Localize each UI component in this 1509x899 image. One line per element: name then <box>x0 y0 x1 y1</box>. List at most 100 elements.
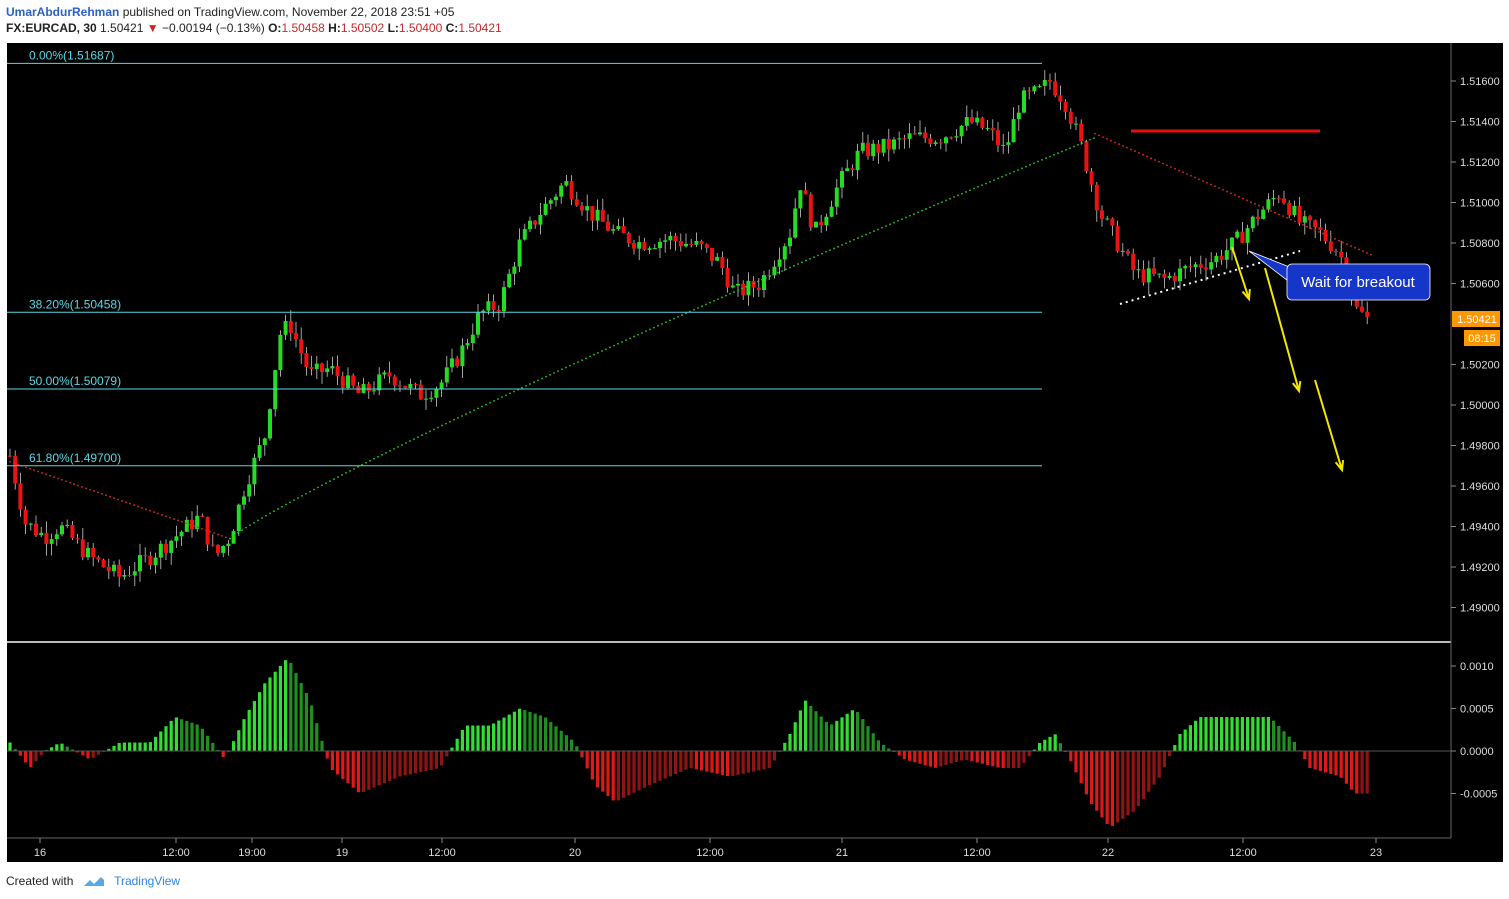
hist-bar-30 <box>164 726 168 751</box>
ma-green-dot <box>505 394 507 397</box>
hist-bar-160 <box>840 717 844 751</box>
candle-210 <box>1100 205 1104 227</box>
candle-body <box>538 214 543 225</box>
breakout-callout[interactable]: Wait for breakout <box>1248 250 1431 301</box>
hist-bar-53 <box>284 660 288 751</box>
ma-red-right-dot <box>1198 178 1200 181</box>
candle-body <box>1074 123 1078 125</box>
ma-red-left-dot <box>45 473 47 476</box>
candle-body <box>408 383 413 388</box>
candle-76 <box>403 385 408 389</box>
hist-bar-194 <box>1017 751 1021 768</box>
candle-body <box>860 142 865 151</box>
ma-red-left-dot <box>209 530 211 533</box>
ma-green-dot <box>317 486 319 489</box>
hist-bar-124 <box>653 751 657 783</box>
candle-body <box>28 523 33 525</box>
hist-bar-157 <box>824 721 828 751</box>
hist-bar-1 <box>13 749 17 751</box>
ma-green-dot <box>593 353 595 356</box>
candle-body <box>1089 171 1094 185</box>
ma-green-dot <box>913 213 915 215</box>
countdown-box <box>1464 330 1500 346</box>
candle-body <box>668 235 673 241</box>
ma-red-right-dot <box>1362 250 1364 253</box>
hist-bar-217 <box>1136 751 1140 806</box>
ma-red-right-dot <box>1114 141 1116 144</box>
ma-green-dot <box>677 315 679 318</box>
ma-green-dot <box>581 359 583 362</box>
candle-body <box>1339 251 1344 258</box>
candle-body <box>1001 144 1006 146</box>
candle-body <box>1224 250 1229 260</box>
ma-green-dot <box>629 337 631 340</box>
hist-bar-116 <box>611 751 615 801</box>
ma-green-dot <box>1029 164 1031 166</box>
ma-green-dot <box>401 444 403 446</box>
ma-green-dot <box>565 366 567 369</box>
ma-red-right-dot <box>1214 185 1216 188</box>
hist-bar-52 <box>278 665 282 751</box>
ma-green-dot <box>293 499 295 502</box>
hist-bar-151 <box>793 722 797 751</box>
ma-red-left-dot <box>121 499 123 502</box>
candle-body <box>616 226 621 230</box>
candle-body <box>1261 209 1266 219</box>
ma-green-dot <box>773 273 775 276</box>
candle-238 <box>1245 224 1250 255</box>
candle-59 <box>314 355 319 379</box>
hist-bar-118 <box>622 751 626 798</box>
hist-bar-178 <box>934 751 938 768</box>
candle-123 <box>647 246 652 254</box>
candle-80 <box>424 389 428 410</box>
ma-green-dot <box>825 251 827 253</box>
tradingview-link[interactable]: TradingView <box>114 874 181 888</box>
ma-red-left-dot <box>69 481 71 484</box>
ma-green-dot <box>973 187 975 190</box>
hist-bar-39 <box>211 742 215 751</box>
ma-red-left-dot <box>189 523 191 526</box>
candle-body <box>845 168 850 172</box>
candle-body <box>949 137 954 139</box>
down-arrow-2-shaft <box>1264 267 1300 392</box>
candle-131 <box>689 238 694 248</box>
hist-bar-214 <box>1121 751 1125 819</box>
ma-green-dot <box>585 357 587 360</box>
candle-body <box>1271 198 1276 200</box>
ma-green-dot <box>265 514 267 517</box>
candle-246 <box>1287 200 1292 219</box>
fibonacci-levels[interactable]: 0.00%(1.51687) 38.20%(1.50458) 50.00%(1.50… <box>7 48 1042 467</box>
candle-body <box>720 256 725 269</box>
candle-56 <box>299 327 304 364</box>
ma-red-left-dot <box>165 515 167 518</box>
ma-red-right-dot <box>1134 150 1136 153</box>
candle-170 <box>892 136 896 154</box>
author-link[interactable]: UmarAbdurRehman <box>6 5 120 19</box>
hist-bar-220 <box>1152 751 1156 785</box>
ma-green-dot <box>1049 155 1051 158</box>
candle-body <box>975 117 980 123</box>
candle-117 <box>616 218 621 231</box>
candle-196 <box>1027 87 1032 100</box>
ma-green-dot <box>481 405 483 408</box>
ma-green-dot <box>853 238 855 241</box>
candle-body <box>569 181 574 200</box>
candle-body <box>730 285 735 288</box>
hist-bar-189 <box>991 751 995 767</box>
open-label: O: <box>268 21 282 35</box>
candle-145 <box>762 270 766 298</box>
ma-red-left-dot <box>113 497 115 499</box>
ma-red-left-dot <box>153 511 155 513</box>
candle-251 <box>1313 219 1318 239</box>
candle-body <box>96 557 101 560</box>
last-price-label: 1.50421 <box>1457 314 1497 326</box>
close-value: 1.50421 <box>458 21 502 35</box>
candle-body <box>309 367 314 369</box>
ma-green-dot <box>725 294 727 297</box>
price-tick-label-9: 1.49600 <box>1460 481 1500 493</box>
candle-32 <box>174 525 179 548</box>
candle-body <box>699 240 704 245</box>
hist-bar-46 <box>247 709 251 751</box>
candle-body <box>1068 111 1073 124</box>
